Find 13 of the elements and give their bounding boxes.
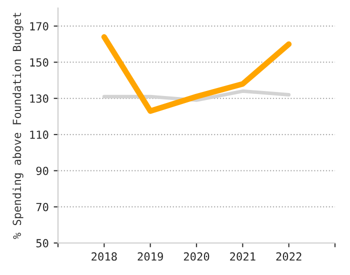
y-tick-label: 170: [30, 22, 48, 30]
y-tick-label: 130: [30, 94, 48, 103]
y-tick-label: 70: [36, 202, 48, 212]
y-tick-label: 110: [30, 130, 48, 139]
x-tick-label: 2021: [230, 252, 256, 261]
y-tick-label: 90: [36, 166, 48, 176]
x-tick-label: 2022: [276, 252, 302, 261]
y-tick-label: 150: [30, 58, 48, 67]
y-tick-label: 50: [36, 239, 48, 248]
x-tick-label: 2019: [138, 252, 163, 261]
y-axis-title: % Spending above Foundation Budget: [12, 12, 24, 240]
x-tick-label: 2018: [92, 252, 117, 261]
x-tick-label: 2020: [184, 252, 210, 261]
